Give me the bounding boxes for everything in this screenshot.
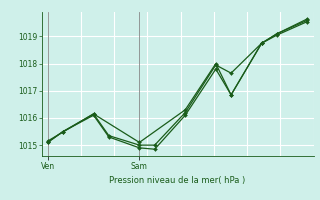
- X-axis label: Pression niveau de la mer( hPa ): Pression niveau de la mer( hPa ): [109, 176, 246, 185]
